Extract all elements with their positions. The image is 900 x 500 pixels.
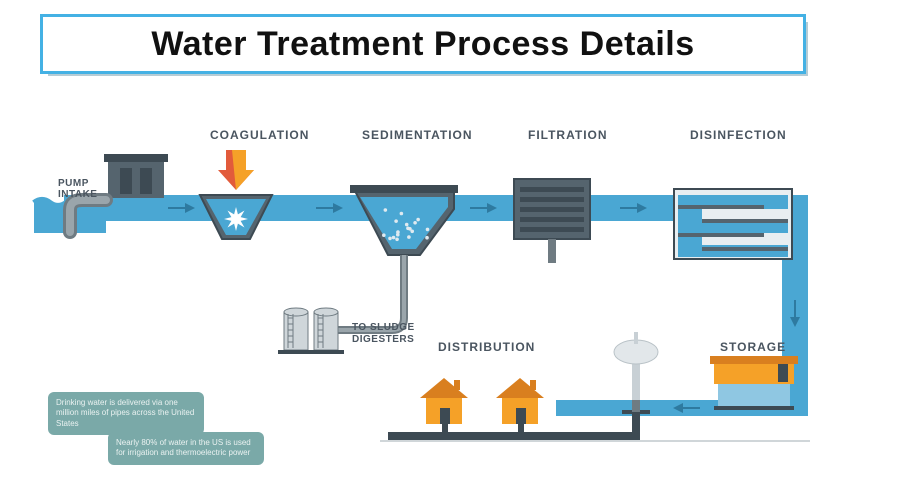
page-root: Water Treatment Process Details PUMPINTA…	[0, 0, 900, 500]
fact-box-pipes: Drinking water is delivered via one mill…	[48, 392, 204, 435]
label-disinfection: DISINFECTION	[690, 128, 787, 142]
label-coagulation: COAGULATION	[210, 128, 309, 142]
label-sedimentation: SEDIMENTATION	[362, 128, 473, 142]
label-pump-intake: PUMPINTAKE	[58, 178, 97, 200]
label-filtration: FILTRATION	[528, 128, 608, 142]
label-sludge: TO SLUDGEDIGESTERS	[352, 322, 415, 346]
label-storage: STORAGE	[720, 340, 786, 354]
fact-box-usage: Nearly 80% of water in the US is used fo…	[108, 432, 264, 465]
label-distribution: DISTRIBUTION	[438, 340, 535, 354]
